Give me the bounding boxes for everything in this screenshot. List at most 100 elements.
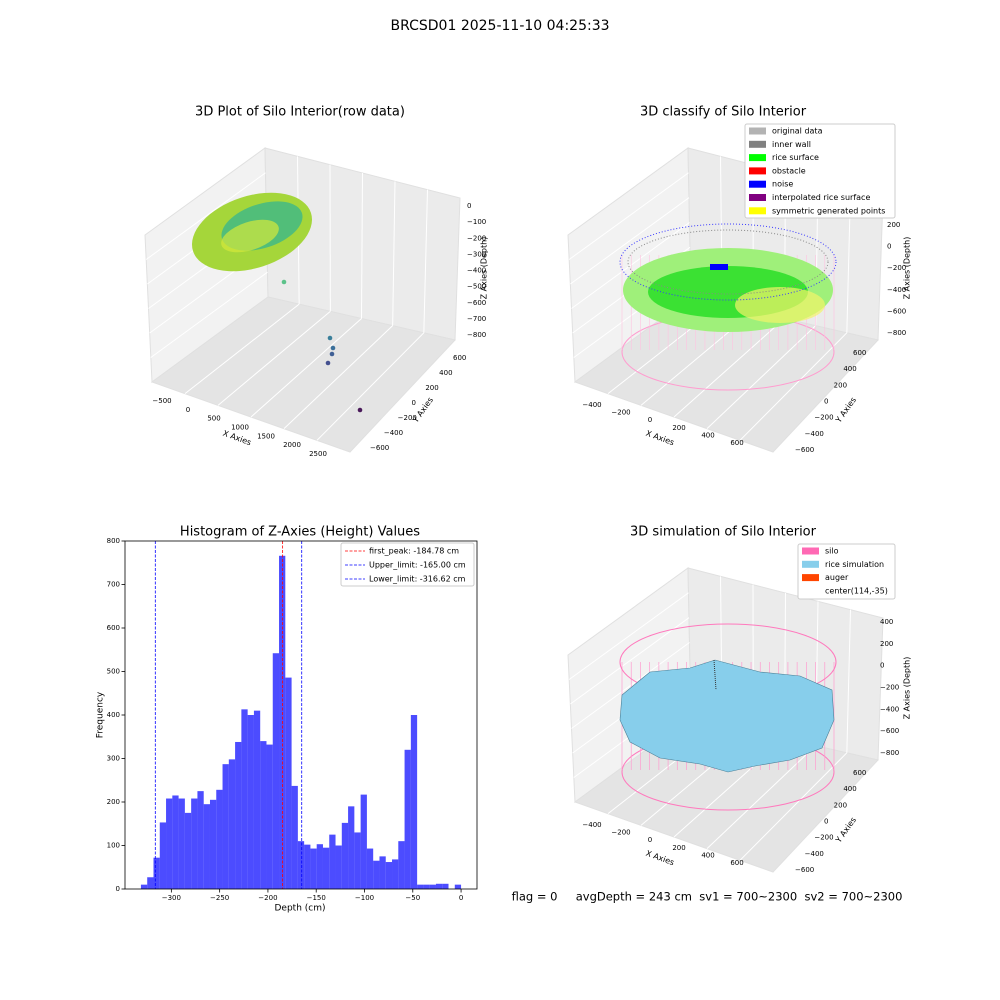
bar [285,677,292,889]
point [325,360,331,366]
tick-label: 200 [425,384,438,392]
pane-grid [571,222,690,309]
bar [222,764,229,889]
legend-label: center(114,-35) [825,586,888,595]
bar [140,884,148,889]
tick-label: 400 [843,365,856,373]
legend-label: noise [772,180,793,189]
pane-grid [283,325,394,430]
tick-label: −400 [467,267,486,275]
tick-label: 200 [834,801,847,809]
bar [147,877,154,889]
bar [379,856,386,889]
x-tick-label: −100 [355,894,374,902]
pane-grid [361,172,363,319]
pane-grid [392,181,396,326]
y-tick-label: 400 [107,711,120,719]
inner-wall [627,229,829,295]
tick-label: −800 [880,749,899,757]
bar [404,749,411,889]
tick-label: −400 [880,705,899,713]
tick-label: 0 [887,243,891,251]
y-tick-label: 0 [116,885,120,893]
tick-label: −200 [814,414,833,422]
x-axis-label: X Axies [222,429,253,448]
bar [159,822,167,889]
tick-label: 0 [412,399,416,407]
x-tick-label: −300 [162,894,181,902]
x-tick-label: −150 [307,894,326,902]
pane-grid [145,172,266,260]
pane-grid [570,197,690,285]
bar [253,710,261,889]
z-axis-label: Z Axies (Depth) [903,237,912,300]
bar [335,845,342,889]
tick-label: 0 [824,818,828,826]
tick-label: 600 [853,349,866,357]
tick-label: −600 [880,727,899,735]
bar [385,862,393,889]
tick-label: 400 [843,785,856,793]
bar [316,844,323,889]
legend-label: Upper_limit: -165.00 cm [369,561,466,570]
rice-simulation [619,659,835,773]
pane-grid [150,271,268,358]
bar [178,798,185,889]
tick-label: −200 [814,834,833,842]
pane-grid [568,172,689,260]
bar [266,744,273,889]
tick-label: 600 [853,769,866,777]
pane-grid [571,642,690,729]
legend-label: Lower_limit: -316.62 cm [369,575,466,584]
noise [710,264,728,270]
legend-patch [749,180,766,188]
y-axis-label: Frequency [96,691,106,738]
pane-grid [673,318,785,418]
bar [291,785,298,889]
tick-label: 2000 [283,441,301,449]
tick-label: 400 [701,431,714,439]
legend-label: obstacle [772,166,806,175]
tick-label: −400 [805,430,824,438]
bar [260,741,267,889]
symmetric-points [735,287,825,323]
tick-label: 400 [439,369,452,377]
tick-label: −400 [805,850,824,858]
tick-label: −600 [370,444,389,452]
tick-label: 0 [648,836,652,844]
bar [417,884,424,889]
bar [398,841,405,889]
tick-label: −500 [152,397,171,405]
bar [423,884,430,889]
bar [216,789,223,889]
legend-label: interpolated rice surface [772,193,870,202]
tick-label: 1000 [231,424,249,432]
suptitle: BRCSD01 2025-11-10 04:25:33 [390,18,609,34]
tick-label: −100 [467,218,486,226]
pane-grid [568,592,689,680]
legend-label: auger [825,573,849,582]
y-tick-label: 100 [107,842,120,850]
tick-label: 400 [880,618,893,626]
tick-label: 200 [880,640,893,648]
bar [442,883,449,889]
pane-grid [706,325,817,430]
bar [203,804,210,889]
y-tick-label: 500 [107,668,120,676]
tick-label: 200 [672,424,685,432]
tick-label: 0 [824,398,828,406]
tick-label: 0 [648,416,652,424]
pane-grid [250,318,362,418]
tick-label: 200 [887,221,900,229]
point [329,351,335,357]
legend-label: silo [825,547,839,556]
bar [310,848,317,889]
legend-label: rice simulation [825,560,884,569]
tick-label: −400 [582,401,601,409]
y-tick-label: 800 [107,537,120,545]
legend-patch [749,154,766,162]
point-cloud [221,219,279,253]
pane-grid [739,332,848,441]
bar [209,799,217,889]
